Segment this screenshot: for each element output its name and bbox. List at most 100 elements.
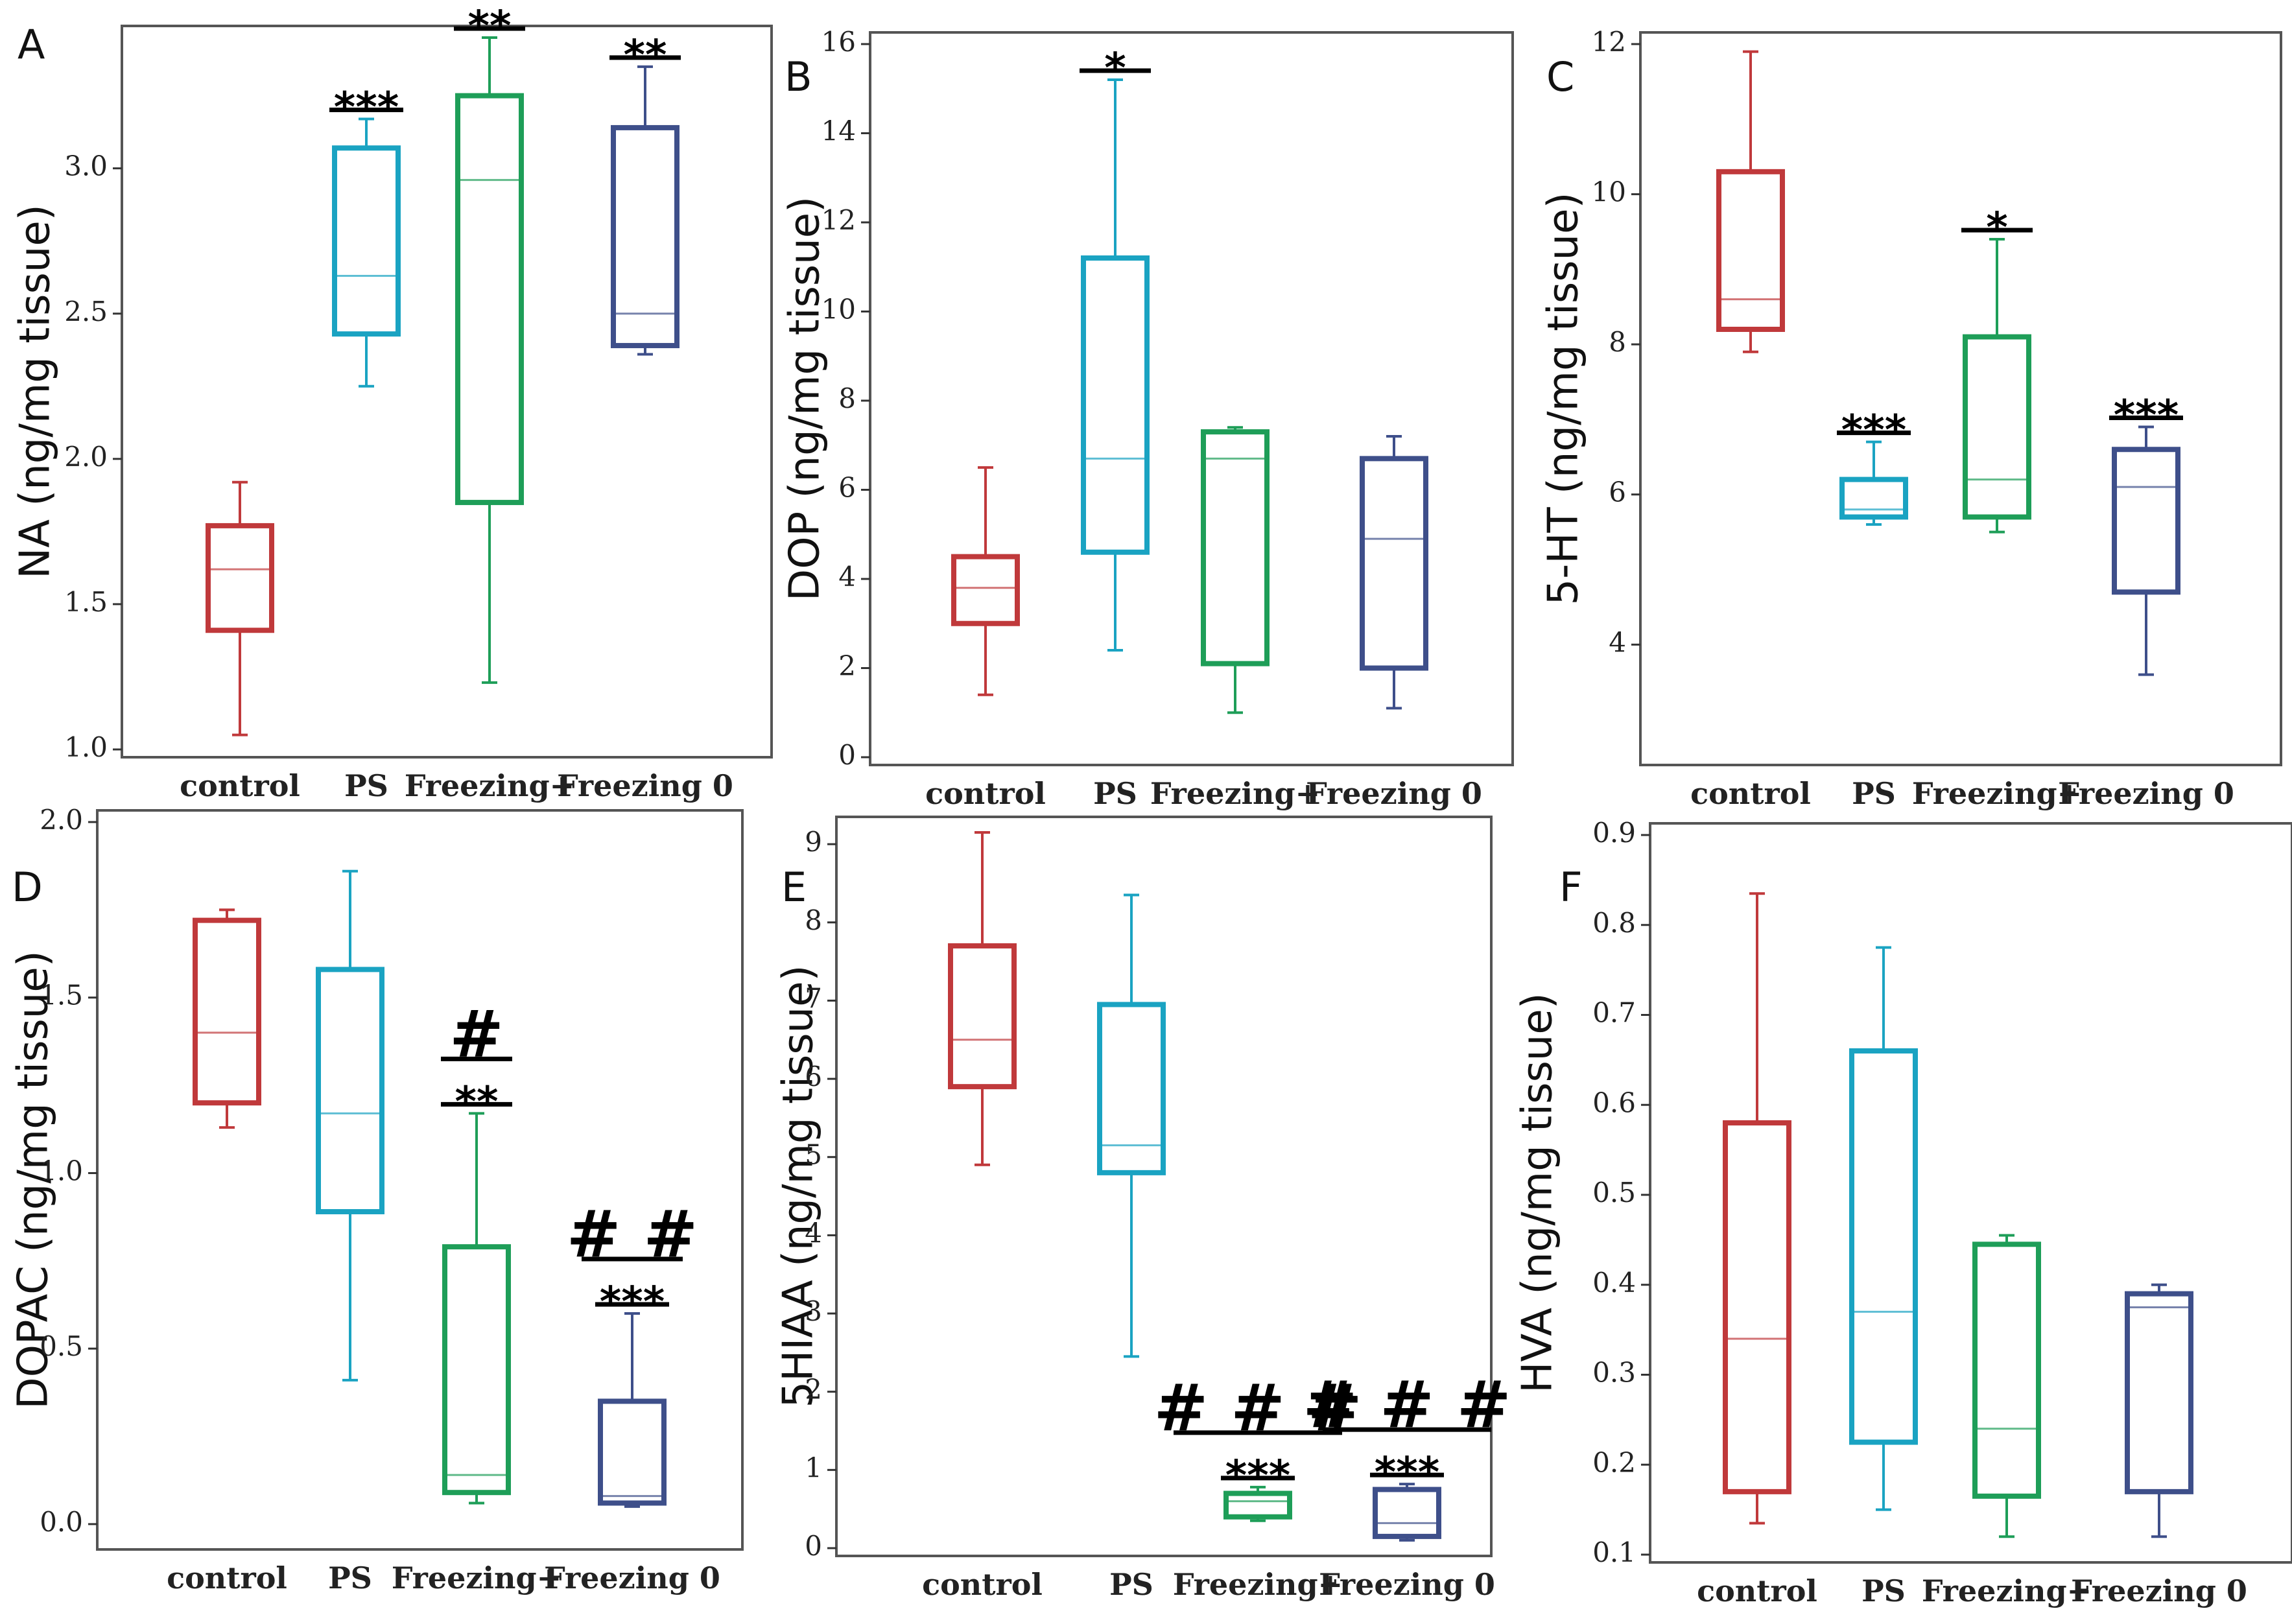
panel-frame xyxy=(96,809,744,1551)
box-freezing-0: *** # # # xyxy=(1303,1367,1511,1542)
x-category-label: control xyxy=(167,1560,287,1595)
y-tick-label: 3 xyxy=(805,1295,822,1327)
x-category-label: Freezing+ xyxy=(1150,776,1320,811)
box-iqr xyxy=(1839,477,1908,520)
x-category-label: Freezing 0 xyxy=(1306,776,1482,811)
box-freezing-0: *** # # xyxy=(567,1196,698,1508)
y-axis-label: NA (ng/mg tissue) xyxy=(12,204,60,579)
y-tick-label: 0.3 xyxy=(1592,1357,1636,1389)
panel-E: E 5HIAA (ng/mg tissue) 0 1 2 3 4 5 6 7 8 9 control PS… xyxy=(775,816,1511,1602)
y-tick-label: 0.0 xyxy=(40,1506,83,1538)
box-freezing-0 xyxy=(2125,1283,2193,1538)
y-tick-label: 10 xyxy=(1592,176,1626,208)
y-axis-label: 5-HT (ng/mg tissue) xyxy=(1540,193,1588,606)
box-iqr xyxy=(442,1244,511,1496)
asterisk-marker: *** xyxy=(334,84,399,132)
panel-frame xyxy=(835,816,1493,1557)
asterisk-marker: *** xyxy=(1225,1452,1290,1500)
box-iqr xyxy=(951,554,1020,626)
x-category-label: PS xyxy=(1852,776,1896,811)
box-iqr xyxy=(1716,169,1785,332)
x-category-label: Freezing 0 xyxy=(557,768,733,803)
box-freezingplus xyxy=(1201,426,1270,714)
hash-marker: # # # xyxy=(1303,1367,1511,1442)
y-tick-label: 14 xyxy=(821,115,856,147)
y-tick-label: 0.2 xyxy=(1592,1446,1636,1478)
box-freezingplus: * xyxy=(1961,204,2033,534)
panel-C: C 5-HT (ng/mg tissue) 4 6 8 10 12 control *** PS *… xyxy=(1540,26,2282,811)
y-tick-label: 0.1 xyxy=(1592,1536,1636,1568)
asterisk-marker: ** xyxy=(455,1078,499,1126)
box-control xyxy=(1723,892,1791,1525)
y-tick-label: 0 xyxy=(805,1530,822,1562)
y-tick-label: 6 xyxy=(805,1061,822,1092)
hash-marker: # xyxy=(449,996,504,1072)
y-tick-label: 2.0 xyxy=(64,441,108,473)
box-control xyxy=(951,466,1020,696)
y-axis-label: 5HIAA (ng/mg tissue) xyxy=(775,965,823,1408)
x-category-label: Freezing 0 xyxy=(2071,1573,2247,1608)
x-category-label: PS xyxy=(1093,776,1137,811)
y-tick-label: 8 xyxy=(805,904,822,936)
x-category-label: Freezing+ xyxy=(405,768,574,803)
y-tick-label: 2.5 xyxy=(64,296,108,327)
y-tick-label: 2 xyxy=(838,650,856,682)
y-tick-label: 0.5 xyxy=(40,1330,83,1362)
box-freezingplus: ** # xyxy=(441,996,512,1505)
y-tick-label: 5 xyxy=(805,1139,822,1171)
box-control xyxy=(206,480,274,736)
box-ps xyxy=(1097,893,1166,1358)
hash-marker: # # # xyxy=(1154,1370,1362,1446)
box-ps xyxy=(316,869,384,1382)
box-ps: *** xyxy=(1837,407,1911,526)
y-tick-label: 8 xyxy=(1609,326,1626,358)
y-tick-label: 6 xyxy=(838,472,856,504)
box-control xyxy=(193,908,261,1129)
box-freezing-0 xyxy=(1360,435,1428,710)
box-iqr xyxy=(1201,429,1270,666)
y-tick-label: 0.4 xyxy=(1592,1267,1636,1299)
x-category-label: Freezing 0 xyxy=(544,1560,720,1595)
panel-letter: B xyxy=(785,53,812,100)
box-freezing-0: ** xyxy=(609,32,681,356)
x-category-label: control xyxy=(922,1567,1043,1602)
box-iqr xyxy=(316,967,384,1215)
box-iqr xyxy=(206,523,274,633)
x-category-label: Freezing+ xyxy=(1922,1573,2092,1608)
x-category-label: Freezing+ xyxy=(392,1560,561,1595)
asterisk-marker: * xyxy=(1986,204,2007,252)
x-category-label: Freezing+ xyxy=(1912,776,2082,811)
box-iqr xyxy=(1223,1490,1292,1520)
x-category-label: control xyxy=(925,776,1046,811)
y-tick-label: 1.5 xyxy=(64,586,108,618)
y-tick-label: 3.0 xyxy=(64,150,108,182)
x-category-label: PS xyxy=(344,768,388,803)
x-category-label: PS xyxy=(1861,1573,1906,1608)
box-iqr xyxy=(1081,255,1150,555)
x-category-label: PS xyxy=(328,1560,372,1595)
asterisk-marker: ** xyxy=(468,3,512,51)
panel-frame xyxy=(121,25,773,759)
box-ps xyxy=(1849,946,1918,1511)
y-axis-label: DOPAC (ng/mg tissue) xyxy=(10,950,58,1409)
box-ps: * xyxy=(1080,45,1151,652)
y-tick-label: 0 xyxy=(838,739,856,771)
x-category-label: control xyxy=(1697,1573,1817,1608)
y-tick-label: 10 xyxy=(821,294,856,325)
box-iqr xyxy=(1963,334,2031,520)
y-tick-label: 0.7 xyxy=(1592,997,1636,1029)
panel-B: B DOP (ng/mg tissue) 0 2 4 6 8 10 12 14 16 control *… xyxy=(781,26,1514,811)
asterisk-marker: *** xyxy=(1841,407,1906,455)
box-ps: *** xyxy=(329,84,403,388)
panel-frame xyxy=(1649,822,2292,1564)
x-category-label: Freezing 0 xyxy=(1319,1567,1495,1602)
y-tick-label: 1.5 xyxy=(40,980,83,1011)
box-iqr xyxy=(332,145,401,337)
box-iqr xyxy=(1723,1120,1791,1494)
box-freezingplus xyxy=(1972,1234,2041,1538)
panel-D: D DOPAC (ng/mg tissue) 0.0 0.5 1.0 1.5 2.0 cont… xyxy=(10,804,744,1595)
y-axis-label: DOP (ng/mg tissue) xyxy=(781,196,829,601)
box-iqr xyxy=(1360,456,1428,671)
y-tick-label: 7 xyxy=(805,982,822,1014)
